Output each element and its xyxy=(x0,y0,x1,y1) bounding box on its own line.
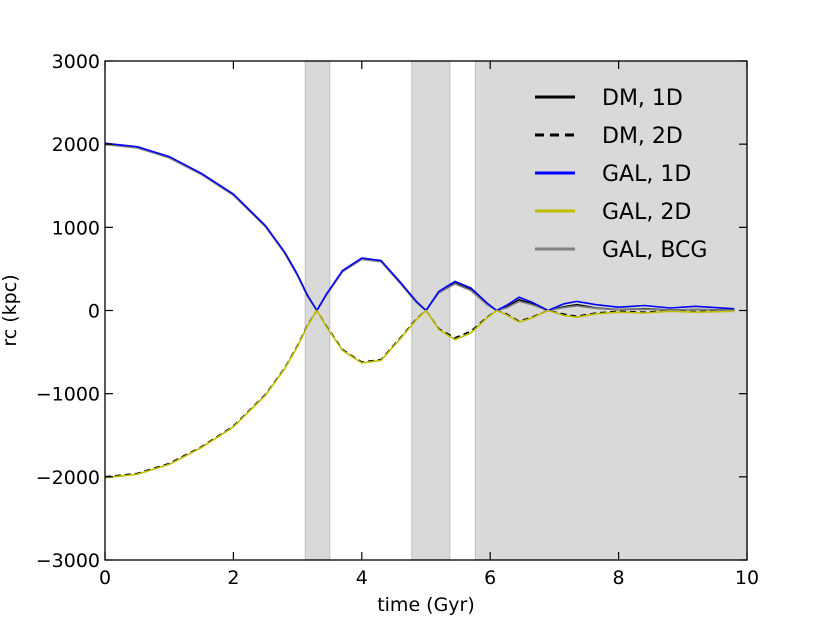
axis-ticks: 0 2 4 6 8 10 3000 2000 1000 0 −1000 −2000 −3000 xyxy=(36,51,759,589)
y-tick-label: 3000 xyxy=(52,51,100,73)
x-tick-label: 6 xyxy=(484,567,496,589)
legend-label-2: GAL, 1D xyxy=(602,162,691,187)
series-line-3 xyxy=(104,309,735,479)
x-tick-label: 2 xyxy=(227,567,239,589)
legend-label-3: GAL, 2D xyxy=(602,200,691,225)
series-line-2 xyxy=(104,142,735,312)
x-tick-label: 10 xyxy=(735,567,759,589)
legend-label-4: GAL, BCG xyxy=(602,238,707,263)
y-tick-label: 0 xyxy=(88,301,100,323)
y-axis-label: rc (kpc) xyxy=(0,274,21,346)
series-lines xyxy=(104,142,735,479)
x-tick-label: 4 xyxy=(356,567,368,589)
y-tick-label: −3000 xyxy=(36,550,100,572)
x-tick-label: 0 xyxy=(99,567,111,589)
y-tick-label: 1000 xyxy=(52,217,100,239)
legend: DM, 1D DM, 2D GAL, 1D GAL, 2D GAL, BCG xyxy=(535,86,707,263)
x-axis-label: time (Gyr) xyxy=(377,594,475,616)
legend-label-1: DM, 2D xyxy=(602,124,683,149)
x-tick-label: 8 xyxy=(613,567,625,589)
shaded-interval-1 xyxy=(411,60,451,561)
y-tick-label: −1000 xyxy=(36,384,100,406)
y-tick-label: 2000 xyxy=(52,134,100,156)
legend-label-0: DM, 1D xyxy=(602,86,683,111)
y-tick-label: −2000 xyxy=(36,467,100,489)
